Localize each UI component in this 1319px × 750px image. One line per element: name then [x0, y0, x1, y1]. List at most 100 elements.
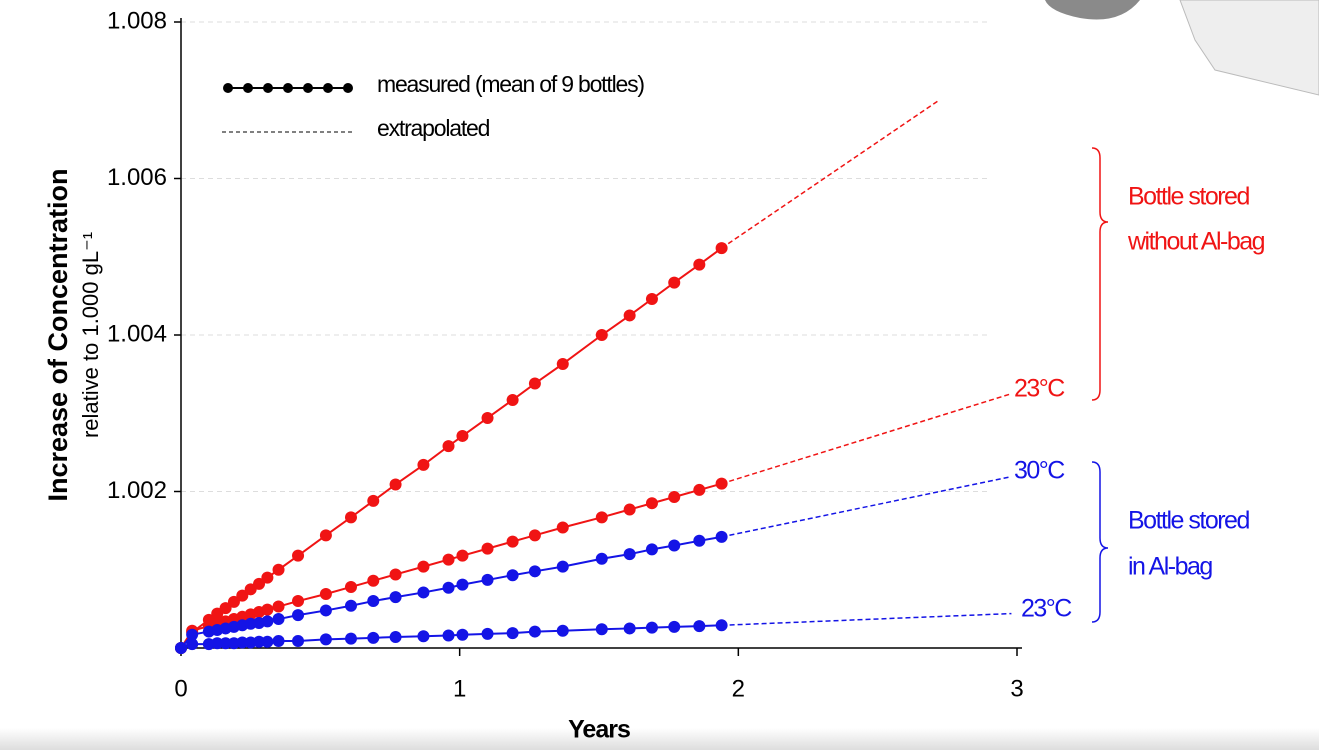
- data-point: [292, 635, 304, 647]
- data-point: [345, 600, 357, 612]
- data-point: [261, 615, 273, 627]
- data-point: [320, 529, 332, 541]
- legend-dot: [283, 83, 293, 93]
- data-point: [624, 622, 636, 634]
- data-point: [320, 588, 332, 600]
- legend-dot: [323, 83, 333, 93]
- data-point: [646, 497, 658, 509]
- data-point: [390, 591, 402, 603]
- data-point: [345, 633, 357, 645]
- data-point: [390, 478, 402, 490]
- data-point: [273, 613, 285, 625]
- bottom-shade: [0, 728, 1319, 750]
- extrapolated-line: [722, 394, 1012, 484]
- data-point: [443, 440, 455, 452]
- data-point: [482, 628, 494, 640]
- y-tick-label: 1.008: [107, 7, 167, 34]
- data-point: [273, 601, 285, 613]
- data-point: [529, 565, 541, 577]
- data-point: [716, 531, 728, 543]
- data-point: [557, 358, 569, 370]
- annotation: 30°C: [1014, 457, 1065, 485]
- data-point: [716, 242, 728, 254]
- data-point: [624, 548, 636, 560]
- data-point: [693, 535, 705, 547]
- annotation: in Al-bag: [1128, 553, 1212, 581]
- x-axis-label: Years: [568, 716, 630, 744]
- y-tick-label: 1.002: [107, 477, 167, 504]
- data-point: [693, 620, 705, 632]
- annotation: 23°C: [1014, 375, 1065, 403]
- data-point: [646, 622, 658, 634]
- data-point: [529, 626, 541, 638]
- data-point: [320, 633, 332, 645]
- bracket: [1092, 462, 1108, 622]
- data-point: [456, 430, 468, 442]
- data-point: [261, 636, 273, 648]
- data-point: [482, 412, 494, 424]
- data-point: [716, 478, 728, 490]
- data-point: [668, 539, 680, 551]
- data-point: [716, 619, 728, 631]
- data-point: [507, 394, 519, 406]
- data-point: [175, 642, 187, 654]
- legend-dot: [263, 83, 273, 93]
- data-point: [507, 536, 519, 548]
- x-tick-label: 3: [1010, 675, 1023, 702]
- chart: Increase of Concentration relative to 1.…: [0, 0, 1319, 750]
- data-point: [596, 623, 608, 635]
- extrapolated-line: [722, 477, 1012, 537]
- data-point: [345, 511, 357, 523]
- photo-fragment: [1180, 0, 1319, 95]
- annotation: Bottle stored: [1128, 183, 1249, 211]
- y-tick-label: 1.004: [107, 320, 167, 347]
- data-point: [456, 629, 468, 641]
- data-point: [557, 625, 569, 637]
- x-tick-label: 0: [174, 675, 187, 702]
- data-point: [443, 582, 455, 594]
- data-point: [529, 529, 541, 541]
- photo-fragment: [1045, 0, 1140, 20]
- data-point: [646, 293, 658, 305]
- data-point: [456, 550, 468, 562]
- data-point: [529, 378, 541, 390]
- data-point: [646, 543, 658, 555]
- data-point: [624, 309, 636, 321]
- data-point: [345, 581, 357, 593]
- data-point: [596, 511, 608, 523]
- annotation: 23°C: [1021, 595, 1072, 623]
- data-point: [320, 604, 332, 616]
- data-point: [596, 329, 608, 341]
- annotation: without Al-bag: [1127, 228, 1265, 256]
- legend-dot: [243, 83, 253, 93]
- data-point: [596, 553, 608, 565]
- data-point: [417, 561, 429, 573]
- y-axis-sublabel: relative to 1.000 gL⁻¹: [78, 232, 103, 438]
- x-tick-label: 1: [453, 675, 466, 702]
- legend-dot: [343, 83, 353, 93]
- data-point: [261, 572, 273, 584]
- data-point: [367, 575, 379, 587]
- data-point: [443, 554, 455, 566]
- data-point: [367, 632, 379, 644]
- data-point: [292, 609, 304, 621]
- data-point: [443, 629, 455, 641]
- data-point: [557, 521, 569, 533]
- data-point: [261, 604, 273, 616]
- data-point: [367, 495, 379, 507]
- data-point: [273, 635, 285, 647]
- data-point: [507, 627, 519, 639]
- legend-dot: [223, 83, 233, 93]
- extrapolated-line: [722, 614, 1012, 626]
- annotation: Bottle stored: [1128, 507, 1249, 535]
- data-point: [186, 638, 198, 650]
- y-axis-label: Increase of Concentration: [43, 168, 73, 501]
- data-point: [693, 484, 705, 496]
- data-point: [507, 569, 519, 581]
- data-point: [624, 503, 636, 515]
- data-point: [482, 574, 494, 586]
- legend-dot: [303, 83, 313, 93]
- data-point: [273, 564, 285, 576]
- data-point: [482, 543, 494, 555]
- data-point: [417, 459, 429, 471]
